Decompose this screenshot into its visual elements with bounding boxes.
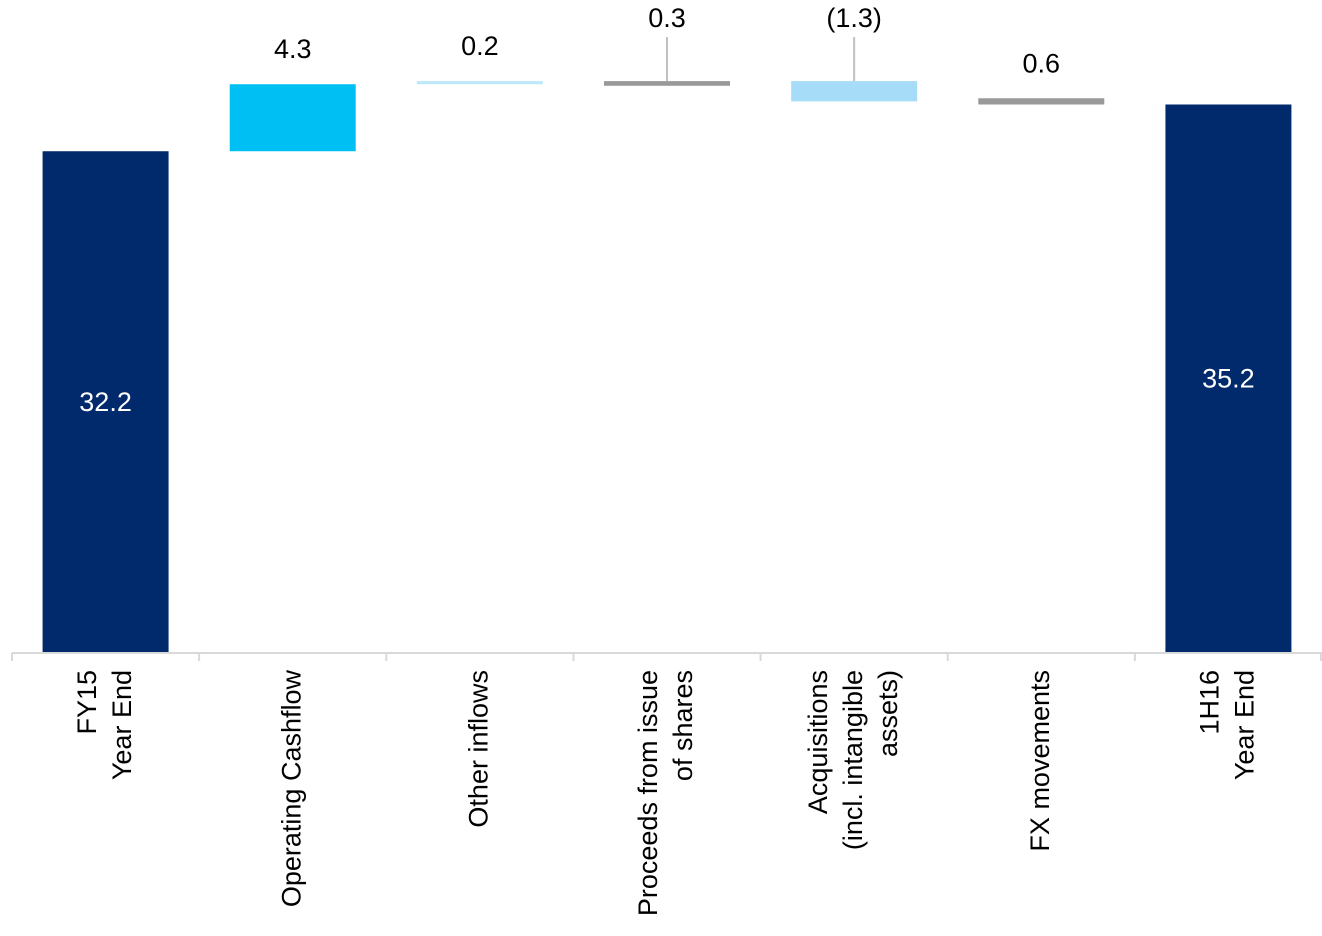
category-label-4-line-2: assets) [873, 670, 903, 757]
category-label-6-line-1: Year End [1230, 670, 1260, 780]
value-label-1: 4.3 [274, 34, 312, 64]
category-label-3-line-0: Proceeds from issue [633, 670, 663, 916]
bar-2 [416, 81, 543, 85]
category-label-6-line-0: 1H16 [1195, 670, 1225, 735]
leader-lines-layer [666, 37, 856, 82]
category-label-5-line-0: FX movements [1025, 670, 1055, 852]
bar-3 [604, 81, 730, 86]
bars-layer [42, 81, 1292, 654]
value-label-3: 0.3 [648, 3, 686, 33]
category-label-1-line-0: Operating Cashflow [276, 670, 306, 908]
bar-1 [229, 84, 356, 152]
bar-6 [1165, 104, 1292, 653]
category-labels-layer: FY15 Year End Operating Cashflow Other infl… [72, 670, 1260, 917]
category-label-2-line-0: Other inflows [464, 670, 494, 828]
category-label-4-line-1: (incl. intangible [838, 670, 868, 850]
value-labels-layer: 32.2 4.3 0.2 0.3 (1.3) 0.6 35.2 [79, 3, 1254, 417]
category-label-0-line-0: FY15 [72, 670, 102, 735]
value-label-4: (1.3) [826, 3, 882, 33]
bar-0 [42, 151, 169, 654]
bar-4 [791, 81, 918, 102]
category-label-4-line-0: Acquisitions [803, 670, 833, 814]
value-label-5: 0.6 [1023, 48, 1061, 78]
category-label-0-line-1: Year End [107, 670, 137, 780]
value-label-2: 0.2 [461, 31, 499, 61]
bar-5 [978, 98, 1105, 105]
value-label-0: 32.2 [79, 387, 132, 417]
category-label-3-line-1: of shares [668, 670, 698, 781]
value-label-6: 35.2 [1202, 364, 1255, 394]
x-axis [11, 652, 1322, 661]
